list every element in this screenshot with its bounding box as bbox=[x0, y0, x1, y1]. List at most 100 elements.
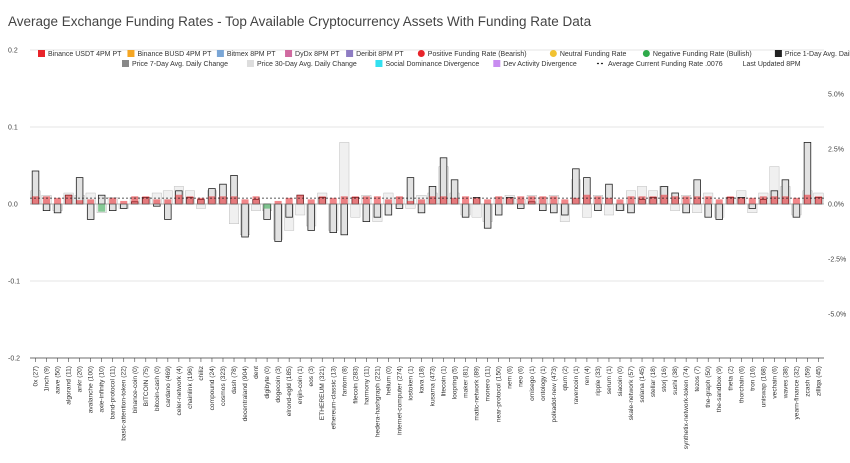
bar-funding-rate bbox=[572, 197, 580, 204]
bar-funding-rate bbox=[638, 196, 646, 204]
x-tick-label: ripple (33) bbox=[595, 366, 602, 396]
bar-price-1day bbox=[792, 203, 801, 218]
bar-funding-rate bbox=[175, 194, 183, 204]
x-tick-label: serum (1) bbox=[606, 366, 613, 394]
bar-price-1day bbox=[75, 177, 84, 205]
x-tick-label: siacoin (0) bbox=[617, 366, 624, 396]
bar-funding-rate bbox=[473, 197, 481, 204]
legend-entry: Social Dominance Divergence bbox=[385, 61, 479, 68]
bar-funding-rate bbox=[373, 196, 381, 204]
bar-funding-rate bbox=[109, 197, 117, 204]
x-tick-label: zcash (59) bbox=[804, 366, 811, 397]
x-tick-label: vechain (6) bbox=[771, 366, 778, 399]
bar-price-1day bbox=[748, 203, 757, 209]
x-tick-label: matic-network (89) bbox=[474, 366, 481, 421]
x-tick-label: zilliqa (45) bbox=[815, 366, 822, 396]
bar-price-1day bbox=[108, 203, 117, 211]
bar-funding-rate bbox=[770, 196, 778, 204]
bar-funding-rate bbox=[318, 196, 326, 204]
x-tick-label: polkadot-new (473) bbox=[551, 366, 558, 422]
bar-funding-rate bbox=[285, 197, 293, 204]
x-tick-label: binance-coin (0) bbox=[132, 366, 139, 413]
x-tick-label: avalanche (100) bbox=[88, 366, 95, 413]
legend-swatch bbox=[127, 50, 135, 57]
bar-funding-rate bbox=[219, 196, 227, 204]
bar-funding-rate bbox=[87, 199, 95, 204]
x-tick-label: dent bbox=[253, 366, 260, 379]
bar-funding-rate bbox=[329, 197, 337, 204]
bar-funding-rate bbox=[76, 200, 84, 204]
bar-funding-rate bbox=[814, 196, 822, 204]
chart-title: Average Exchange Funding Rates - Top Ava… bbox=[8, 14, 592, 29]
bar-price-1day bbox=[406, 177, 415, 205]
legend-swatch bbox=[346, 50, 354, 57]
bar-funding-rate bbox=[54, 197, 62, 204]
bar-funding-rate bbox=[649, 196, 657, 204]
x-tick-label: cardano (469) bbox=[165, 366, 172, 407]
bar-funding-rate bbox=[98, 204, 106, 212]
bar-funding-rate bbox=[153, 199, 161, 204]
x-tick-label: digibyte (0) bbox=[264, 366, 271, 399]
bar-funding-rate bbox=[230, 196, 238, 204]
x-tick-label: near-protocol (150) bbox=[496, 366, 503, 422]
legend-entry: Last Updated 8PM bbox=[743, 61, 801, 68]
bar-series bbox=[30, 141, 824, 242]
bar-funding-rate bbox=[263, 204, 271, 209]
bar-funding-rate bbox=[43, 196, 51, 204]
legend-swatch bbox=[493, 60, 501, 67]
bar-price-1day bbox=[539, 203, 547, 211]
bar-price-1day bbox=[561, 203, 569, 216]
x-tick-label: decentraland (904) bbox=[242, 366, 249, 421]
bar-funding-rate bbox=[682, 196, 690, 204]
bar-funding-rate bbox=[65, 194, 73, 204]
x-tick-label: thorchain (6) bbox=[738, 366, 745, 403]
bar-funding-rate bbox=[406, 200, 414, 204]
legend-swatch bbox=[216, 50, 224, 57]
bar-price-1day bbox=[120, 203, 128, 209]
x-tick-label: hedera-hashgraph (221) bbox=[374, 366, 381, 437]
bar-funding-rate bbox=[748, 197, 756, 204]
bar-funding-rate bbox=[671, 196, 679, 204]
x-tick-label: band-protocol (11) bbox=[110, 366, 117, 419]
x-tick-label: kava (18) bbox=[418, 366, 425, 394]
x-tick-label: internet-computer (274) bbox=[396, 366, 403, 435]
legend-entry: Bitmex 8PM PT bbox=[227, 51, 276, 58]
bar-price-7day bbox=[604, 203, 614, 216]
bar-price-1day bbox=[340, 203, 349, 236]
x-tick-label: nem (6) bbox=[507, 366, 514, 389]
bar-price-7day bbox=[251, 203, 261, 211]
bar-price-1day bbox=[153, 203, 161, 207]
legend-swatch bbox=[774, 50, 782, 57]
bar-funding-rate bbox=[462, 196, 470, 204]
bar-price-1day bbox=[307, 203, 315, 231]
legend-entry: Average Current Funding Rate .0076 bbox=[608, 61, 723, 68]
bar-price-1day bbox=[42, 203, 51, 211]
bar-price-1day bbox=[461, 203, 470, 218]
bar-price-1day bbox=[164, 203, 172, 220]
bar-price-1day bbox=[384, 203, 393, 216]
bar-price-1day bbox=[627, 203, 635, 214]
legend-swatch bbox=[549, 50, 557, 57]
bar-funding-rate bbox=[131, 196, 139, 204]
x-tick-label: bitcoin-cash (0) bbox=[154, 366, 161, 411]
x-tick-label: sushi (38) bbox=[672, 366, 679, 395]
x-tick-label: chiliz bbox=[198, 366, 205, 381]
x-tick-label: tron (16) bbox=[749, 366, 756, 391]
x-tick-label: ravencoin (1) bbox=[573, 366, 580, 404]
x-tick-label: aave (50) bbox=[55, 366, 62, 394]
bar-price-7day bbox=[471, 203, 482, 218]
bar-price-7day bbox=[692, 203, 703, 214]
bar-funding-rate bbox=[539, 196, 547, 204]
bar-funding-rate bbox=[660, 194, 668, 204]
bar-funding-rate bbox=[351, 196, 359, 204]
bar-funding-rate bbox=[737, 197, 745, 204]
x-tick-label: theta (2) bbox=[727, 366, 734, 391]
x-tick-label: synthetix-network-token (74) bbox=[683, 366, 690, 449]
legend-entry: Negative Funding Rate (Bullish) bbox=[653, 51, 752, 58]
bar-funding-rate bbox=[715, 199, 723, 204]
x-tick-label: celer-network (4) bbox=[176, 366, 183, 415]
legend-swatch bbox=[285, 50, 293, 57]
legend-entry: Dev Activity Divergence bbox=[503, 61, 577, 68]
legend-swatch bbox=[38, 50, 45, 57]
